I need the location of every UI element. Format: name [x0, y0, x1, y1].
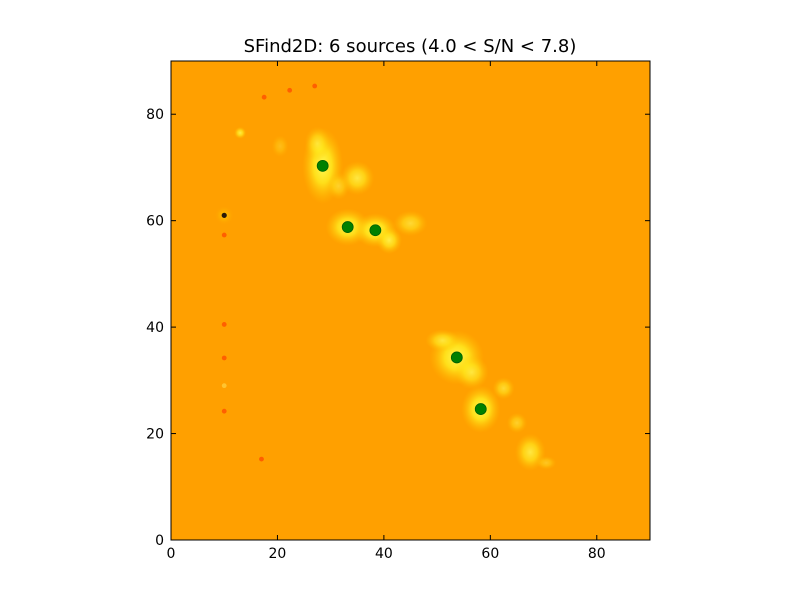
source-point [450, 351, 463, 364]
artifact-dot [221, 408, 227, 414]
artifact-dot [221, 355, 227, 361]
artifact-dot [312, 83, 318, 89]
emission-blob [393, 210, 428, 237]
artifact-dot [287, 87, 293, 93]
y-tick-label: 0 [155, 533, 164, 549]
chart-title: SFind2D: 6 sources (4.0 < S/N < 7.8) [244, 36, 577, 57]
x-tick-label: 80 [588, 546, 606, 562]
y-tick-label: 80 [146, 107, 164, 123]
x-tick-label: 40 [375, 546, 393, 562]
source-point [316, 159, 329, 172]
artifact-dot [221, 322, 227, 327]
artifact-layer [219, 83, 318, 462]
emission-blob [304, 126, 331, 161]
artifact-dot [221, 212, 227, 218]
emission-blob [425, 329, 460, 352]
emission-blob [535, 456, 557, 470]
emission-layer [234, 126, 557, 471]
y-tick-label: 20 [146, 427, 164, 443]
y-axis: 0 20 40 60 80 [146, 107, 650, 549]
x-tick-label: 20 [269, 546, 287, 562]
artifact-dot [221, 232, 227, 238]
source-point [341, 221, 354, 233]
emission-blob [492, 377, 515, 400]
plot-area [170, 60, 651, 541]
source-point [474, 403, 487, 415]
source-markers [316, 159, 487, 415]
y-tick-label: 40 [146, 320, 164, 336]
emission-blob [454, 355, 489, 390]
emission-blob [506, 412, 528, 434]
emission-blob [234, 126, 247, 139]
emission-blob [376, 226, 402, 254]
plot-frame [170, 60, 651, 541]
y-tick-label: 60 [146, 214, 164, 230]
x-tick-label: 0 [167, 546, 176, 562]
x-tick-label: 60 [481, 546, 499, 562]
emission-blob [340, 161, 375, 196]
artifact-dot [259, 456, 264, 462]
artifact-dot [221, 383, 227, 389]
x-axis: 0 20 40 60 80 [167, 61, 606, 562]
image-background [171, 61, 650, 540]
artifact-dot [261, 94, 267, 100]
emission-blob [271, 135, 289, 158]
source-point [369, 224, 382, 237]
